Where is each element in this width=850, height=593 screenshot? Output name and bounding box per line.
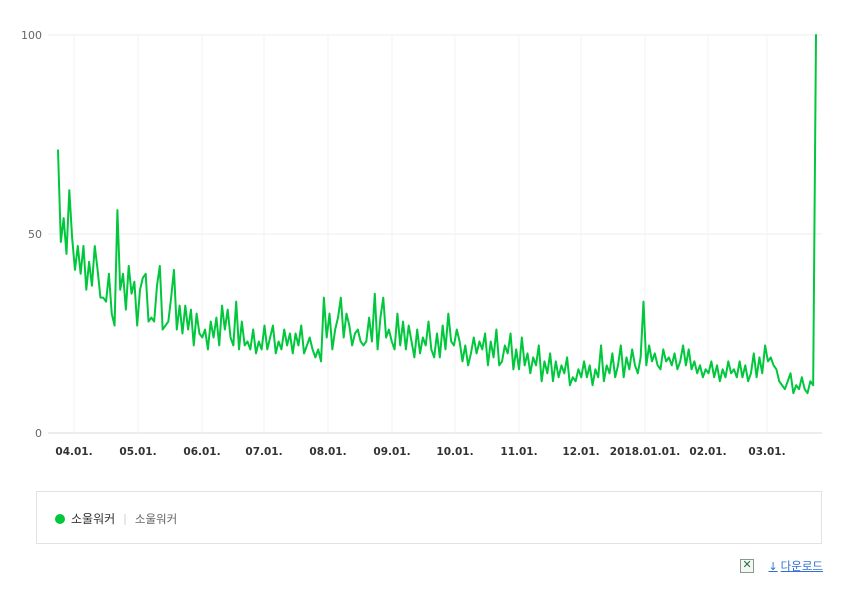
x-tick-label: 06.01. [183, 446, 220, 458]
x-tick-label: 02.01. [689, 446, 726, 458]
x-tick-label: 12.01. [562, 446, 599, 458]
x-tick-label: 11.01. [500, 446, 537, 458]
x-tick-label: 07.01. [245, 446, 282, 458]
x-tick-label: 10.01. [436, 446, 473, 458]
y-tick-label: 0 [35, 427, 42, 440]
x-tick-label: 03.01. [748, 446, 785, 458]
download-arrow-icon: ↓ [768, 559, 778, 573]
series-line[interactable] [57, 34, 817, 395]
x-axis: 04.01. 05.01. 06.01. 07.01. 08.01. 09.01. 10.0… [55, 446, 785, 458]
x-tick-label: 08.01. [309, 446, 346, 458]
x-tick-label: 05.01. [119, 446, 156, 458]
legend-series-label: 소울워커 [71, 512, 116, 526]
excel-export-icon[interactable] [740, 558, 755, 573]
download-link[interactable]: ↓ 다운로드 [768, 558, 823, 574]
y-tick-label: 50 [28, 228, 42, 241]
grid-layer [48, 34, 822, 434]
legend-box: 소울워커 | 소울워커 [36, 491, 822, 544]
series-layer [57, 34, 817, 395]
y-tick-label: 100 [21, 29, 42, 42]
y-axis: 0 50 100 [21, 29, 42, 440]
x-tick-label: 04.01. [55, 446, 92, 458]
download-label: 다운로드 [780, 559, 823, 573]
trend-chart: 0 50 100 04.01. 05.01. 06.01. 07.01. 08.01. 09.… [21, 29, 822, 458]
legend-item[interactable]: 소울워커 | 소울워커 [55, 510, 177, 527]
x-tick-label: 09.01. [373, 446, 410, 458]
legend-sub-label: 소울워커 [134, 511, 178, 526]
x-tick-label: 2018.01.01. [610, 446, 680, 458]
legend-dot-icon [55, 513, 65, 524]
legend-divider: | [123, 512, 127, 525]
footer-actions: ↓ 다운로드 [740, 558, 823, 574]
